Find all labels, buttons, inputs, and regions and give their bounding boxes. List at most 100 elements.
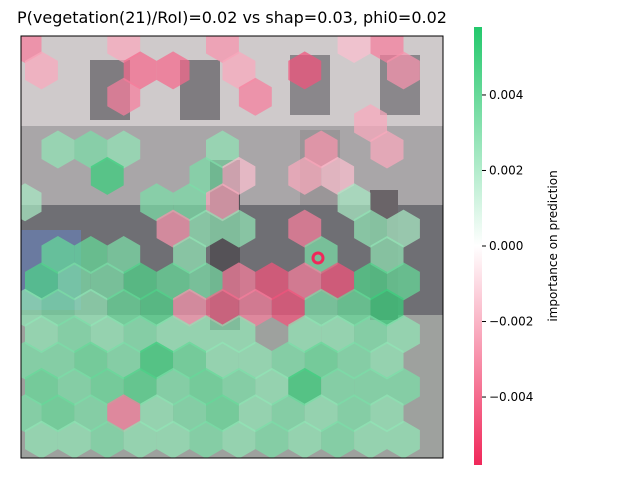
hex-cell — [189, 156, 223, 195]
hex-cell — [255, 367, 289, 406]
hex-cell — [271, 341, 305, 380]
hex-cell — [107, 288, 141, 327]
hex-cell — [189, 262, 223, 301]
hex-cell — [370, 130, 404, 169]
hex-cell — [123, 315, 157, 354]
hex-cell — [107, 341, 141, 380]
colorbar-label: importance on prediction — [546, 170, 560, 321]
chart-title: P(vegetation(21)/RoI)=0.02 vs shap=0.03,… — [17, 8, 447, 27]
hex-cell — [57, 315, 91, 354]
hex-cell — [238, 77, 272, 116]
hex-cell — [107, 130, 141, 169]
hex-cell — [74, 288, 108, 327]
hex-cell — [156, 420, 190, 458]
hex-cell — [173, 288, 206, 327]
hex-cell — [370, 394, 404, 433]
hex-cell — [173, 394, 206, 433]
hex-cell — [288, 367, 322, 406]
hex-cell — [74, 394, 108, 433]
hex-cell — [387, 367, 420, 406]
hex-cell — [25, 420, 58, 458]
hex-cell — [337, 394, 371, 433]
colorbar-tick-label: −0.004 — [489, 390, 533, 404]
hex-cell — [354, 209, 387, 248]
hex-cell — [271, 394, 305, 433]
colorbar-tick-label: 0.004 — [489, 88, 523, 102]
hex-cell — [321, 367, 355, 406]
hex-cell — [21, 288, 42, 327]
hex-cell — [387, 420, 420, 458]
hex-cell — [271, 288, 305, 327]
hex-cell — [123, 262, 157, 301]
hex-cell — [90, 262, 124, 301]
hex-cell — [140, 288, 174, 327]
hex-overlay — [21, 36, 420, 458]
hex-cell — [354, 104, 387, 143]
hex-cell — [321, 420, 355, 458]
hex-cell — [140, 341, 174, 380]
hex-cell — [304, 288, 338, 327]
hex-cell — [288, 420, 322, 458]
hex-cell — [173, 341, 206, 380]
hex-cell — [304, 341, 338, 380]
hex-cell — [107, 236, 141, 274]
hex-cell — [57, 420, 91, 458]
hex-cell — [21, 341, 42, 380]
hex-cell — [222, 156, 256, 195]
hex-cell — [156, 367, 190, 406]
hex-cell — [222, 51, 256, 90]
hex-cell — [41, 288, 75, 327]
plot-frame — [20, 35, 444, 459]
hex-cell — [354, 262, 387, 301]
hex-cell — [222, 209, 256, 248]
hex-cell — [25, 51, 58, 90]
hex-cell — [354, 315, 387, 354]
hex-cell — [337, 288, 371, 327]
hex-cell — [57, 262, 91, 301]
hex-cell — [387, 315, 420, 354]
hex-cell — [387, 262, 420, 301]
hex-cell — [90, 315, 124, 354]
hex-cell — [25, 367, 58, 406]
hex-cell — [238, 341, 272, 380]
hex-cell — [189, 315, 223, 354]
hex-cell — [90, 420, 124, 458]
hex-cell — [206, 288, 239, 327]
hex-cell — [156, 315, 190, 354]
hex-cell — [206, 341, 239, 380]
colorbar-tick-label: 0.002 — [489, 163, 523, 177]
colorbar-tick-label: 0.000 — [489, 239, 523, 253]
hex-cell — [25, 262, 58, 301]
hex-cell — [21, 183, 42, 222]
hex-cell — [288, 209, 322, 248]
hex-cell — [189, 367, 223, 406]
hex-cell — [107, 394, 141, 433]
hex-cell — [140, 394, 174, 433]
hex-cell — [189, 420, 223, 458]
hex-cell — [370, 341, 404, 380]
hex-cell — [74, 341, 108, 380]
roi-marker — [311, 251, 325, 265]
hex-cell — [206, 183, 239, 222]
hex-cell — [321, 262, 355, 301]
hex-cell — [222, 315, 256, 354]
hex-cell — [321, 315, 355, 354]
hex-cell — [41, 236, 75, 274]
hex-cell — [123, 51, 157, 90]
hex-cell — [304, 394, 338, 433]
colorbar-tick-label: −0.002 — [489, 315, 533, 329]
hex-cell — [387, 209, 420, 248]
hex-cell — [90, 367, 124, 406]
hex-cell — [123, 420, 157, 458]
hex-cell — [354, 367, 387, 406]
hex-cell — [206, 394, 239, 433]
hex-cell — [41, 394, 75, 433]
hex-cell — [337, 341, 371, 380]
hex-cell — [370, 236, 404, 274]
hex-cell — [255, 262, 289, 301]
hex-cell — [74, 236, 108, 274]
hex-cell — [222, 367, 256, 406]
hex-cell — [156, 209, 190, 248]
hex-cell — [288, 156, 322, 195]
